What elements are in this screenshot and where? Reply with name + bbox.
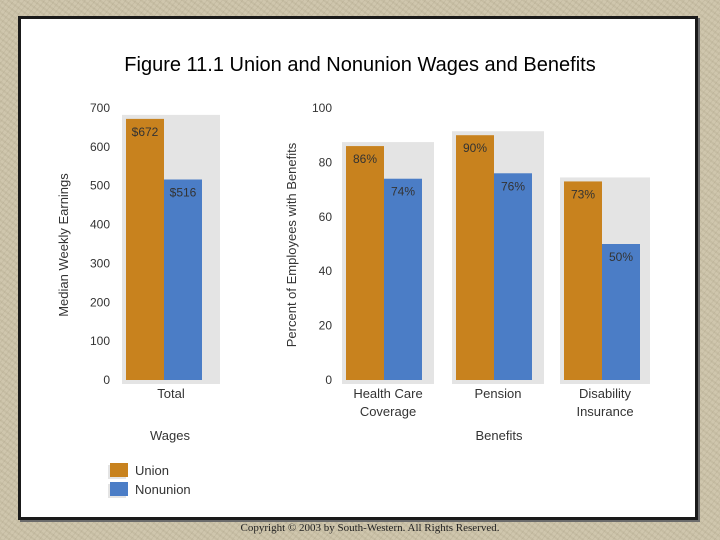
y-tick-label: 500 (90, 179, 110, 193)
y-tick-label: 300 (90, 256, 110, 270)
y-tick-label: 40 (319, 264, 333, 278)
union-bar (564, 181, 602, 380)
bar-value-label: $672 (132, 125, 159, 139)
x-category-label: Insurance (576, 404, 633, 419)
x-category-label: Coverage (360, 404, 416, 419)
y-tick-label: 0 (103, 373, 110, 387)
legend-union-swatch (110, 463, 128, 477)
y-tick-label: 80 (319, 155, 333, 169)
y-tick-label: 400 (90, 218, 110, 232)
union-bar (126, 118, 164, 380)
union-bar (346, 146, 384, 380)
y-tick-label: 0 (325, 373, 332, 387)
y-tick-label: 20 (319, 319, 333, 333)
bar-value-label: 50% (609, 250, 633, 264)
bar-value-label: $516 (170, 185, 197, 199)
y-tick-label: 100 (90, 334, 110, 348)
bar-value-label: 86% (353, 152, 377, 166)
x-axis-label: Benefits (476, 428, 523, 443)
nonunion-bar (602, 244, 640, 380)
bar-value-label: 74% (391, 185, 415, 199)
chart-title: Figure 11.1 Union and Nonunion Wages and… (124, 54, 596, 76)
nonunion-bar (384, 178, 422, 380)
y-axis-label: Percent of Employees with Benefits (284, 142, 299, 347)
legend-label: Nonunion (135, 482, 191, 497)
nonunion-bar (494, 173, 532, 380)
legend-nonunion-swatch (110, 482, 128, 496)
bar-value-label: 90% (463, 141, 487, 155)
union-bar (456, 135, 494, 380)
y-tick-label: 60 (319, 210, 333, 224)
x-category-label: Pension (475, 386, 522, 401)
bar-value-label: 73% (571, 187, 595, 201)
y-tick-label: 600 (90, 140, 110, 154)
y-tick-label: 100 (312, 101, 332, 115)
legend-label: Union (135, 463, 169, 478)
y-tick-label: 200 (90, 295, 110, 309)
x-axis-label: Wages (150, 428, 190, 443)
x-category-label: Health Care (353, 386, 422, 401)
copyright-text: Copyright © 2003 by South-Western. All R… (240, 522, 500, 534)
x-category-label: Disability (579, 386, 632, 401)
bar-value-label: 76% (501, 179, 525, 193)
y-tick-label: 700 (90, 101, 110, 115)
nonunion-bar (164, 179, 202, 380)
x-category-label: Total (157, 386, 185, 401)
y-axis-label: Median Weekly Earnings (56, 173, 71, 317)
